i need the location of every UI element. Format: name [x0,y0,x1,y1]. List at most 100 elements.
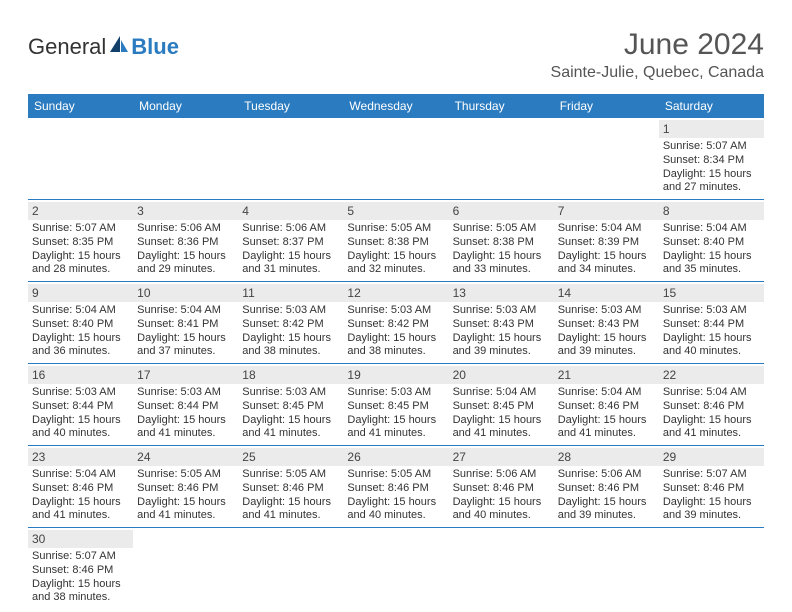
daylight-text: Daylight: 15 hours [32,332,129,346]
brand-part1: General [28,34,106,60]
daylight-text: Daylight: 15 hours [347,250,444,264]
calendar-day-cell: 1 Sunrise: 5:07 AMSunset: 8:34 PMDaylight… [659,118,764,200]
day-details: Sunrise: 5:05 AMSunset: 8:46 PMDaylight:… [137,468,234,523]
day-details: Sunrise: 5:07 AMSunset: 8:34 PMDaylight:… [663,140,760,195]
day-details: Sunrise: 5:04 AMSunset: 8:39 PMDaylight:… [558,222,655,277]
sunset-text: Sunset: 8:46 PM [242,482,339,496]
day-number: 1 [659,120,764,138]
sunset-text: Sunset: 8:44 PM [137,400,234,414]
day-number: 14 [554,284,659,302]
day-number: 21 [554,366,659,384]
day-number: 12 [343,284,448,302]
day-number: 19 [343,366,448,384]
calendar-day-cell: 17Sunrise: 5:03 AMSunset: 8:44 PMDayligh… [133,364,238,446]
day-number: 26 [343,448,448,466]
day-details: Sunrise: 5:04 AMSunset: 8:45 PMDaylight:… [453,386,550,441]
day-number: 10 [133,284,238,302]
sunrise-text: Sunrise: 5:05 AM [137,468,234,482]
day-details: Sunrise: 5:04 AMSunset: 8:46 PMDaylight:… [558,386,655,441]
calendar-week: 30Sunrise: 5:07 AMSunset: 8:46 PMDayligh… [28,528,764,610]
calendar-body: 1Sunrise: 5:07 AMSunset: 8:34 PMDaylight… [28,118,764,609]
daylight-text: Daylight: 15 hours [663,332,760,346]
daylight-text: Daylight: 15 hours [663,496,760,510]
day-number: 4 [238,202,343,220]
calendar-day-cell: 16Sunrise: 5:03 AMSunset: 8:44 PMDayligh… [28,364,133,446]
day-details: Sunrise: 5:04 AMSunset: 8:40 PMDaylight:… [663,222,760,277]
daylight-text: Daylight: 15 hours [558,414,655,428]
calendar-day-cell: 3Sunrise: 5:06 AMSunset: 8:36 PMDaylight… [133,200,238,282]
daylight-text: and 27 minutes. [663,181,760,195]
daylight-text: and 29 minutes. [137,263,234,277]
day-header: Wednesday [343,94,448,118]
day-details: Sunrise: 5:03 AMSunset: 8:42 PMDaylight:… [242,304,339,359]
daylight-text: and 40 minutes. [453,509,550,523]
sail-icon [108,34,130,60]
day-number: 13 [449,284,554,302]
calendar-day-cell: 29Sunrise: 5:07 AMSunset: 8:46 PMDayligh… [659,446,764,528]
calendar-day-cell [343,118,448,200]
daylight-text: and 41 minutes. [137,427,234,441]
sunrise-text: Sunrise: 5:05 AM [242,468,339,482]
day-header: Thursday [449,94,554,118]
sunset-text: Sunset: 8:42 PM [347,318,444,332]
sunrise-text: Sunrise: 5:03 AM [453,304,550,318]
day-details: Sunrise: 5:07 AMSunset: 8:46 PMDaylight:… [32,550,129,605]
daylight-text: and 39 minutes. [663,509,760,523]
sunrise-text: Sunrise: 5:06 AM [137,222,234,236]
day-details: Sunrise: 5:03 AMSunset: 8:45 PMDaylight:… [347,386,444,441]
sunrise-text: Sunrise: 5:04 AM [32,468,129,482]
day-header: Monday [133,94,238,118]
calendar-table: SundayMondayTuesdayWednesdayThursdayFrid… [28,94,764,609]
sunset-text: Sunset: 8:46 PM [558,482,655,496]
calendar-day-cell [343,528,448,610]
day-number: 27 [449,448,554,466]
daylight-text: and 41 minutes. [558,427,655,441]
day-number: 23 [28,448,133,466]
daylight-text: Daylight: 15 hours [242,414,339,428]
sunset-text: Sunset: 8:46 PM [663,400,760,414]
sunrise-text: Sunrise: 5:04 AM [558,386,655,400]
day-number: 17 [133,366,238,384]
calendar-day-cell: 15Sunrise: 5:03 AMSunset: 8:44 PMDayligh… [659,282,764,364]
sunrise-text: Sunrise: 5:06 AM [242,222,339,236]
daylight-text: Daylight: 15 hours [558,496,655,510]
sunset-text: Sunset: 8:43 PM [558,318,655,332]
calendar-head: SundayMondayTuesdayWednesdayThursdayFrid… [28,94,764,118]
day-details: Sunrise: 5:03 AMSunset: 8:45 PMDaylight:… [242,386,339,441]
sunset-text: Sunset: 8:42 PM [242,318,339,332]
sunset-text: Sunset: 8:34 PM [663,154,760,168]
day-number: 7 [554,202,659,220]
daylight-text: Daylight: 15 hours [453,414,550,428]
sunrise-text: Sunrise: 5:03 AM [242,304,339,318]
month-title: June 2024 [551,28,764,62]
sunset-text: Sunset: 8:40 PM [32,318,129,332]
day-details: Sunrise: 5:06 AMSunset: 8:46 PMDaylight:… [453,468,550,523]
calendar-week: 9Sunrise: 5:04 AMSunset: 8:40 PMDaylight… [28,282,764,364]
daylight-text: Daylight: 15 hours [137,250,234,264]
day-details: Sunrise: 5:04 AMSunset: 8:46 PMDaylight:… [32,468,129,523]
sunset-text: Sunset: 8:39 PM [558,236,655,250]
day-details: Sunrise: 5:05 AMSunset: 8:38 PMDaylight:… [453,222,550,277]
day-details: Sunrise: 5:06 AMSunset: 8:36 PMDaylight:… [137,222,234,277]
day-number: 8 [659,202,764,220]
sunset-text: Sunset: 8:43 PM [453,318,550,332]
day-details: Sunrise: 5:05 AMSunset: 8:46 PMDaylight:… [242,468,339,523]
day-details: Sunrise: 5:04 AMSunset: 8:41 PMDaylight:… [137,304,234,359]
day-details: Sunrise: 5:04 AMSunset: 8:46 PMDaylight:… [663,386,760,441]
sunset-text: Sunset: 8:46 PM [453,482,550,496]
daylight-text: and 31 minutes. [242,263,339,277]
location-text: Sainte-Julie, Quebec, Canada [551,64,764,82]
daylight-text: Daylight: 15 hours [663,250,760,264]
calendar-day-cell [133,528,238,610]
daylight-text: and 38 minutes. [32,591,129,605]
sunset-text: Sunset: 8:36 PM [137,236,234,250]
day-details: Sunrise: 5:06 AMSunset: 8:46 PMDaylight:… [558,468,655,523]
sunset-text: Sunset: 8:46 PM [137,482,234,496]
day-details: Sunrise: 5:07 AMSunset: 8:35 PMDaylight:… [32,222,129,277]
day-details: Sunrise: 5:06 AMSunset: 8:37 PMDaylight:… [242,222,339,277]
daylight-text: Daylight: 15 hours [32,250,129,264]
calendar-day-cell [133,118,238,200]
sunrise-text: Sunrise: 5:07 AM [663,140,760,154]
page-header: General Blue June 2024 Sainte-Julie, Que… [28,28,764,82]
calendar-week: 2Sunrise: 5:07 AMSunset: 8:35 PMDaylight… [28,200,764,282]
